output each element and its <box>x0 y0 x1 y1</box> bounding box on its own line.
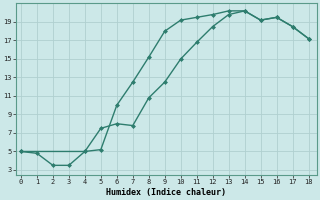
X-axis label: Humidex (Indice chaleur): Humidex (Indice chaleur) <box>106 188 226 197</box>
